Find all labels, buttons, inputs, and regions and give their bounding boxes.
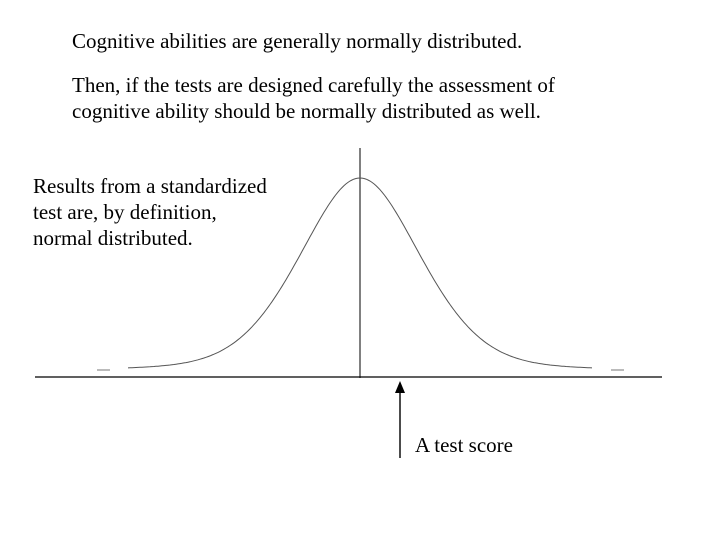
side-note-text: Results from a standardized test are, by…: [33, 173, 267, 251]
side-note-line-2: test are, by definition,: [33, 200, 217, 224]
explanation-line-2: cognitive ability should be normally dis…: [72, 99, 541, 123]
explanation-text: Then, if the tests are designed carefull…: [72, 72, 555, 124]
side-note-line-3: normal distributed.: [33, 226, 193, 250]
score-arrow-head: [395, 381, 405, 393]
test-score-label: A test score: [415, 433, 513, 457]
bell-curve: [127, 177, 593, 369]
slide-heading: Cognitive abilities are generally normal…: [72, 29, 523, 53]
explanation-line-1: Then, if the tests are designed carefull…: [72, 73, 555, 97]
side-note-line-1: Results from a standardized: [33, 174, 267, 198]
